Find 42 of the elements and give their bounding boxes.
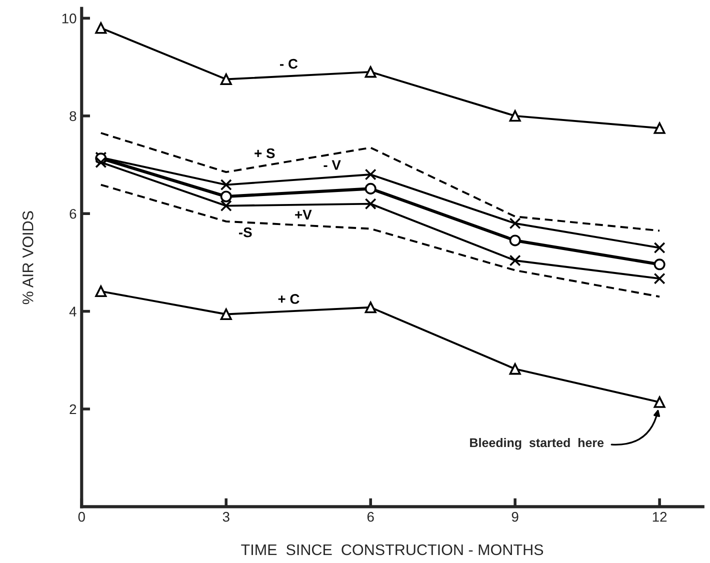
x-tick-label: 12 [652, 512, 667, 522]
point [364, 302, 376, 314]
annotation: Bleeding started here [470, 438, 604, 450]
point [509, 110, 521, 122]
point [220, 200, 232, 212]
point [95, 156, 107, 168]
point [364, 198, 376, 210]
series-label: +V [295, 210, 312, 220]
point [654, 242, 666, 254]
point [220, 179, 232, 191]
point [95, 286, 107, 298]
series-label: - V [324, 160, 341, 170]
series-label: + C [278, 294, 300, 304]
point [95, 22, 107, 34]
point [654, 272, 666, 284]
x-tick-label: 6 [367, 512, 374, 522]
point [509, 234, 521, 246]
x-tick-label: 0 [78, 512, 85, 522]
point [220, 190, 232, 202]
y-tick-label: 4 [69, 306, 76, 316]
series-label: -S [238, 227, 252, 238]
x-tick-label: 9 [512, 512, 518, 522]
point [654, 396, 666, 408]
y-tick-label: 6 [70, 208, 76, 219]
y-tick-label: 2 [70, 404, 76, 414]
x-tick-label: 3 [222, 512, 230, 522]
point [509, 254, 521, 266]
series-label: - C [280, 58, 298, 69]
series-label: + S [254, 148, 275, 158]
point [364, 182, 376, 194]
point [509, 363, 521, 375]
y-axis-title: % AIR VOIDS [22, 211, 34, 304]
point [364, 168, 376, 180]
point [654, 122, 666, 134]
point [364, 66, 376, 78]
point [509, 218, 521, 230]
y-tick-label: 8 [70, 111, 76, 122]
point [654, 258, 666, 270]
point [220, 308, 232, 320]
x-axis-title: TIME SINCE CONSTRUCTION - MONTHS [241, 544, 544, 556]
point [220, 74, 232, 86]
y-tick-label: 10 [62, 14, 76, 24]
